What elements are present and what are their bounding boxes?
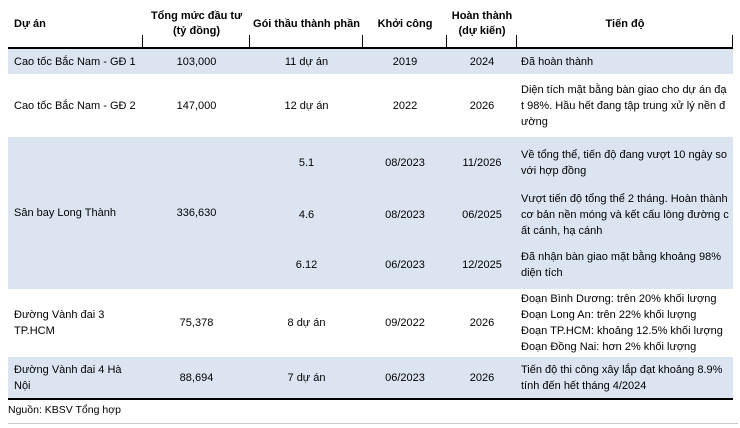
source-note: Nguồn: KBSV Tổng hợp [8, 404, 121, 416]
table-subrow: 4.6 08/2023 06/2025 Vượt tiến độ tổng th… [8, 189, 733, 241]
table-row: Sân bay Long Thành 336,630 5.1 08/2023 1… [8, 137, 733, 289]
table-subrow: 6.12 06/2023 12/2025 Đã nhận bàn giao mặ… [8, 241, 733, 289]
column-header-progress: Tiến độ [516, 1, 733, 49]
finish-cell: 2024 [447, 48, 517, 74]
progress-cell: Diện tích mặt bằng bàn giao cho dự án đạ… [521, 83, 727, 128]
column-header-finish: Hoàn thành (dự kiến) [446, 1, 517, 49]
start-cell: 09/2022 [385, 317, 425, 329]
finish-cell: 2026 [469, 317, 495, 329]
investment-cell: 75,378 [179, 317, 214, 329]
finish-cell: 12/2025 [447, 241, 517, 289]
column-header-start: Khởi công [362, 1, 447, 49]
finish-cell: 06/2025 [447, 189, 517, 241]
bottom-divider [8, 423, 738, 424]
progress-cell: Đoạn Bình Dương: trên 20% khối lượng Đoạ… [521, 293, 723, 353]
start-cell: 06/2023 [363, 357, 447, 400]
package-cell: 6.12 [250, 241, 363, 289]
start-cell: 06/2023 [363, 241, 447, 289]
investment-cell: 147,000 [176, 99, 217, 112]
investment-cell: 336,630 [143, 137, 250, 289]
start-cell: 08/2023 [363, 189, 447, 241]
progress-cell: Đã hoàn thành [517, 48, 733, 74]
project-name-cell: Đường Vành đai 4 Hà Nội [8, 357, 143, 400]
package-cell: 5.1 [250, 137, 363, 189]
table-row: Cao tốc Bắc Nam - GĐ 2 147,000 12 dự án … [8, 74, 733, 137]
project-name-cell: Cao tốc Bắc Nam - GĐ 1 [8, 48, 143, 74]
start-cell: 2019 [363, 48, 447, 74]
table-row: Đường Vành đai 3 TP.HCM 75,378 8 dự án 0… [8, 289, 733, 357]
column-header-investment: Tổng mức đầu tư (tỷ đồng) [142, 1, 250, 49]
progress-cell: Vượt tiến độ tổng thể 2 tháng. Hoàn thàn… [517, 189, 733, 241]
column-header-package: Gói thầu thành phần [249, 1, 363, 49]
progress-cell: Đã nhận bàn giao mặt bằng khoảng 98% diệ… [517, 241, 733, 289]
progress-cell: Về tổng thể, tiến độ đang vượt 10 ngày s… [517, 137, 733, 189]
project-name-cell: Sân bay Long Thành [8, 137, 143, 289]
package-cell: 12 dự án [284, 99, 329, 112]
table-row: Đường Vành đai 4 Hà Nội 88,694 7 dự án 0… [8, 357, 733, 400]
package-cell: 7 dự án [250, 357, 363, 400]
project-name-cell: Đường Vành đai 3 TP.HCM [14, 309, 105, 337]
column-header-project: Dự án [8, 1, 143, 49]
package-cell: 8 dự án [287, 317, 326, 329]
package-cell: 11 dự án [250, 48, 363, 74]
project-name-cell: Cao tốc Bắc Nam - GĐ 2 [14, 99, 136, 112]
start-cell: 2022 [392, 99, 418, 112]
finish-cell: 11/2026 [447, 137, 517, 189]
progress-cell: Tiến độ thi công xây lắp đạt khoảng 8.9%… [517, 357, 733, 400]
investment-cell: 88,694 [143, 357, 250, 400]
package-cell: 4.6 [250, 189, 363, 241]
finish-cell: 2026 [469, 99, 495, 112]
table-row: Cao tốc Bắc Nam - GĐ 1 103,000 11 dự án … [8, 48, 733, 74]
projects-table: Dự án Tổng mức đầu tư (tỷ đồng) Gói thầu… [8, 1, 733, 400]
investment-cell: 103,000 [143, 48, 250, 74]
start-cell: 08/2023 [363, 137, 447, 189]
header-row: Dự án Tổng mức đầu tư (tỷ đồng) Gói thầu… [8, 1, 733, 49]
finish-cell: 2026 [447, 357, 517, 400]
